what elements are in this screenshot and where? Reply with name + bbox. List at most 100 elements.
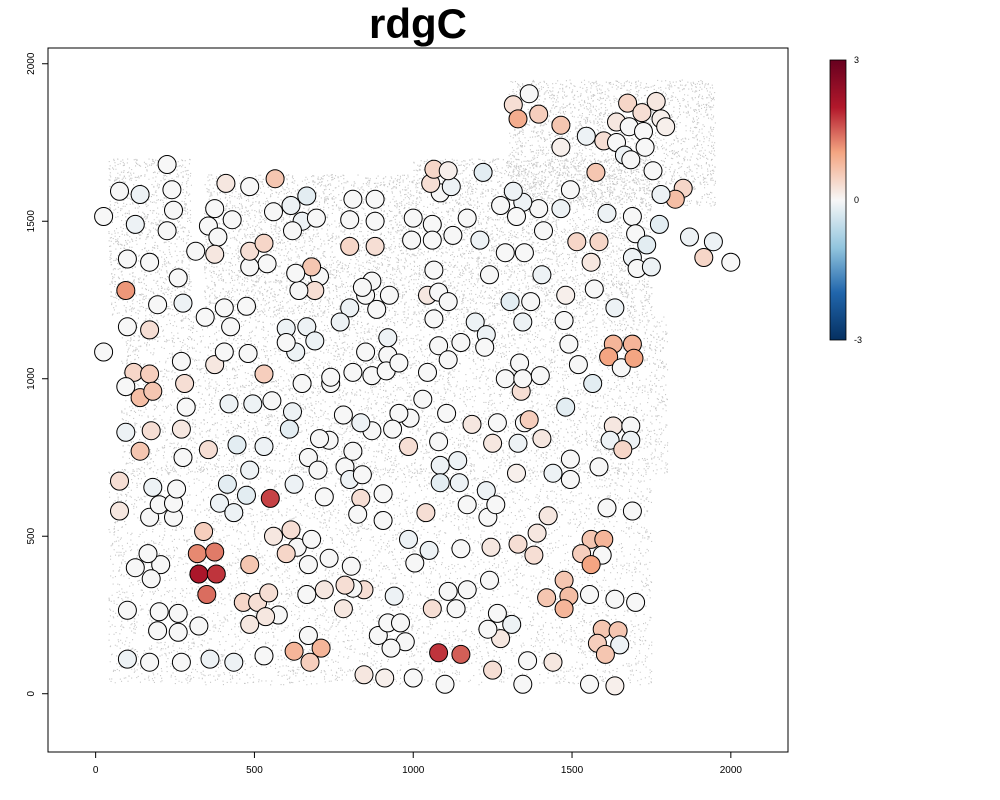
data-point: [551, 115, 571, 135]
data-point: [354, 665, 374, 685]
y-tick-label: 1000: [26, 367, 37, 390]
data-point: [487, 603, 507, 623]
data-point: [513, 369, 533, 389]
data-point: [605, 589, 625, 609]
data-point: [373, 484, 393, 504]
data-point: [605, 676, 625, 696]
data-point: [148, 295, 168, 315]
data-point: [465, 312, 485, 332]
data-point: [205, 542, 225, 562]
data-point: [373, 511, 393, 530]
data-point: [611, 358, 631, 378]
data-point: [580, 585, 599, 604]
y-axis: 0 500 1000 1500 2000: [26, 52, 48, 696]
data-point: [110, 501, 129, 521]
data-point: [214, 342, 234, 362]
data-point: [167, 479, 187, 499]
data-point: [641, 257, 661, 277]
data-point: [348, 504, 368, 524]
data-point: [200, 649, 220, 669]
data-point: [149, 602, 169, 622]
data-point: [311, 638, 331, 658]
data-point: [605, 298, 625, 318]
data-point: [186, 241, 206, 261]
data-point: [302, 257, 322, 277]
data-point: [586, 162, 606, 182]
data-point: [227, 435, 247, 455]
data-point: [486, 495, 506, 515]
x-tick-label: 2000: [720, 765, 743, 776]
data-point: [367, 299, 387, 319]
data-point: [276, 544, 296, 564]
data-point: [157, 155, 177, 174]
data-point: [383, 419, 403, 439]
data-point: [298, 555, 318, 575]
data-point: [343, 362, 363, 382]
data-point: [286, 263, 306, 283]
data-point: [451, 644, 471, 664]
data-point: [148, 621, 168, 641]
data-point: [298, 626, 318, 645]
data-point: [343, 441, 363, 461]
data-point: [457, 495, 477, 515]
data-point: [595, 644, 615, 664]
data-point: [481, 537, 501, 557]
data-point: [632, 103, 652, 123]
data-point: [634, 122, 653, 141]
data-point: [597, 498, 617, 518]
data-point: [551, 199, 571, 219]
data-point: [284, 641, 304, 661]
x-tick-label: 0: [93, 765, 99, 776]
colorbar-tick-label: 3: [854, 55, 859, 65]
data-point: [543, 652, 563, 672]
colorbar-legend: 3 0 -3: [829, 55, 862, 345]
data-point: [618, 93, 638, 113]
data-point: [289, 281, 309, 300]
data-point: [254, 364, 274, 384]
data-point: [224, 652, 244, 672]
data-point: [365, 189, 385, 209]
data-point: [721, 252, 741, 272]
data-point: [399, 437, 418, 456]
data-point: [495, 369, 515, 389]
chart-title: rdgC: [369, 0, 467, 47]
x-tick-label: 1000: [402, 765, 425, 776]
background-region: [413, 158, 653, 317]
data-point: [379, 285, 399, 305]
data-point: [210, 493, 229, 513]
data-point: [649, 214, 669, 234]
data-point: [206, 564, 226, 584]
data-point: [399, 529, 418, 549]
data-point: [529, 199, 549, 219]
data-point: [429, 336, 449, 356]
data-point: [624, 348, 644, 368]
data-point: [637, 235, 657, 255]
data-point: [513, 674, 533, 694]
data-point: [164, 200, 183, 220]
data-point: [283, 221, 302, 241]
data-point: [356, 342, 376, 362]
data-point: [413, 389, 433, 409]
data-point: [437, 403, 457, 423]
data-point: [680, 227, 699, 247]
data-point: [189, 564, 209, 584]
data-point: [240, 460, 260, 480]
data-point: [138, 544, 158, 564]
data-point: [543, 463, 563, 483]
data-point: [141, 569, 161, 589]
plot-frame: [47, 47, 789, 753]
data-point: [508, 534, 528, 554]
data-point: [140, 652, 160, 672]
data-point: [622, 207, 642, 226]
data-point: [189, 616, 209, 636]
data-point: [194, 522, 214, 541]
data-point: [502, 614, 522, 634]
data-point: [446, 599, 466, 619]
data-point: [584, 279, 604, 299]
data-point: [368, 626, 388, 645]
data-point: [125, 558, 145, 578]
data-point: [314, 487, 334, 507]
data-point: [418, 362, 437, 382]
data-point: [500, 292, 520, 312]
background-region: [108, 158, 192, 317]
